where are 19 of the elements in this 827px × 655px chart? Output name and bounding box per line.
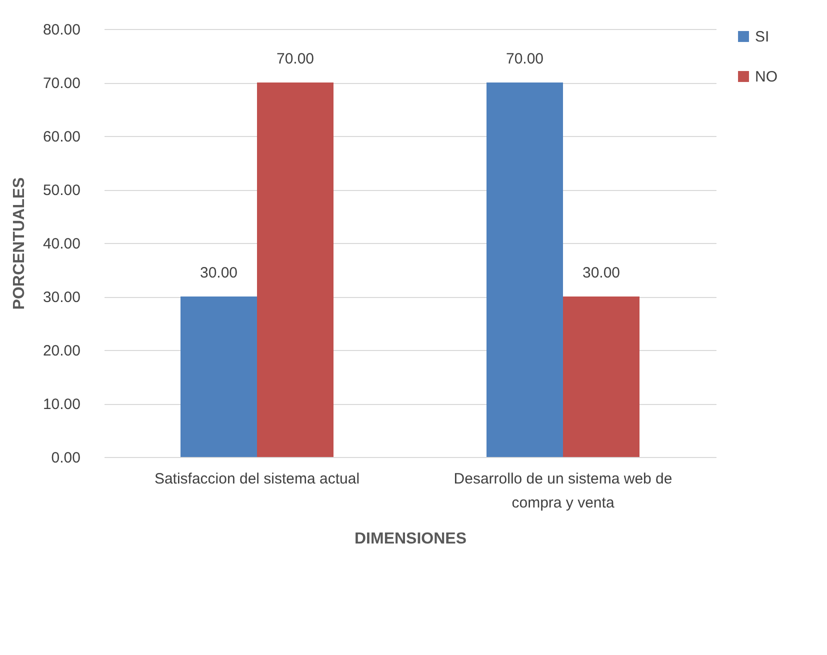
y-tick-label: 10.00 <box>42 396 80 413</box>
y-tick-label: 0.00 <box>51 450 80 466</box>
y-tick-label: 40.00 <box>42 236 80 252</box>
y-tick-label: 30.00 <box>42 289 80 306</box>
y-tick-label: 70.00 <box>42 75 80 92</box>
y-tick-label: 60.00 <box>42 128 80 146</box>
legend-label: NO <box>755 68 778 86</box>
y-tick-label: 80.00 <box>42 22 80 38</box>
x-tick-label: Desarrollo de un sistema web de compra y venta <box>454 470 672 512</box>
y-tick-label: 50.00 <box>42 182 80 199</box>
x-tick-label: Satisfaccion del sistema actual <box>154 470 360 488</box>
data-label: 30.00 <box>582 264 620 282</box>
data-label: 70.00 <box>506 50 544 68</box>
y-tick-label: 20.00 <box>42 342 80 360</box>
y-axis-title: PORCENTUALES <box>10 176 28 310</box>
legend-label: SI <box>755 28 770 46</box>
data-label: 30.00 <box>200 264 238 282</box>
x-axis-title: DIMENSIONES <box>354 530 467 548</box>
data-label: 70.00 <box>276 50 314 68</box>
